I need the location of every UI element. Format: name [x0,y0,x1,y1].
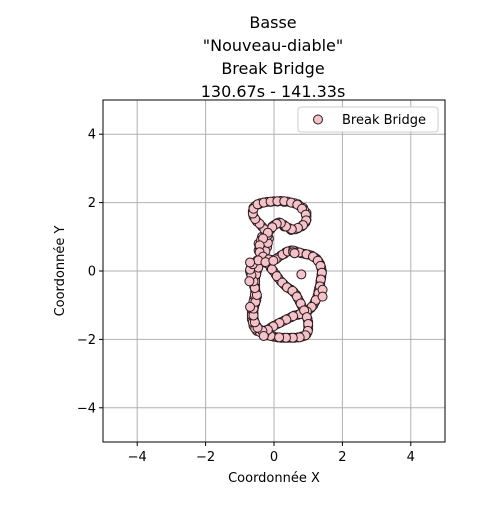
legend-box [297,106,439,133]
chart-title: Basse "Nouveau-diable" Break Bridge 130.… [201,13,346,101]
data-point [245,301,256,312]
legend-marker [313,114,323,125]
x-tick-label: −4 [128,450,147,465]
x-tick-label: 2 [338,450,346,465]
data-point [296,269,307,280]
legend: Break Bridge [297,106,439,133]
x-tick-label: 0 [270,450,278,465]
title-line-3: Break Bridge [221,59,324,78]
y-tick-label: 0 [88,265,96,280]
x-tick-label: −2 [196,450,215,465]
y-axis-ticks: −4 −2 0 2 4 [77,128,103,416]
data-points [244,195,328,343]
data-point [245,257,256,268]
x-axis-label: Coordonnée X [228,471,320,486]
legend-label: Break Bridge [342,113,426,128]
title-line-4: 130.67s - 141.33s [201,82,346,101]
y-tick-label: −2 [77,333,96,348]
x-axis-ticks: −4 −2 0 2 4 [128,442,415,465]
y-axis-label: Coordonnée Y [53,226,68,317]
title-line-2: "Nouveau-diable" [203,36,344,55]
data-point [271,271,282,282]
data-point [258,330,269,341]
y-tick-label: 2 [88,196,96,211]
y-tick-label: −4 [77,401,96,416]
y-tick-label: 4 [88,128,96,143]
x-tick-label: 4 [407,450,415,465]
data-point [317,291,328,302]
data-point [244,276,255,287]
data-point [289,248,300,259]
data-point [268,255,279,266]
title-line-1: Basse [249,13,296,32]
data-point [274,332,285,343]
